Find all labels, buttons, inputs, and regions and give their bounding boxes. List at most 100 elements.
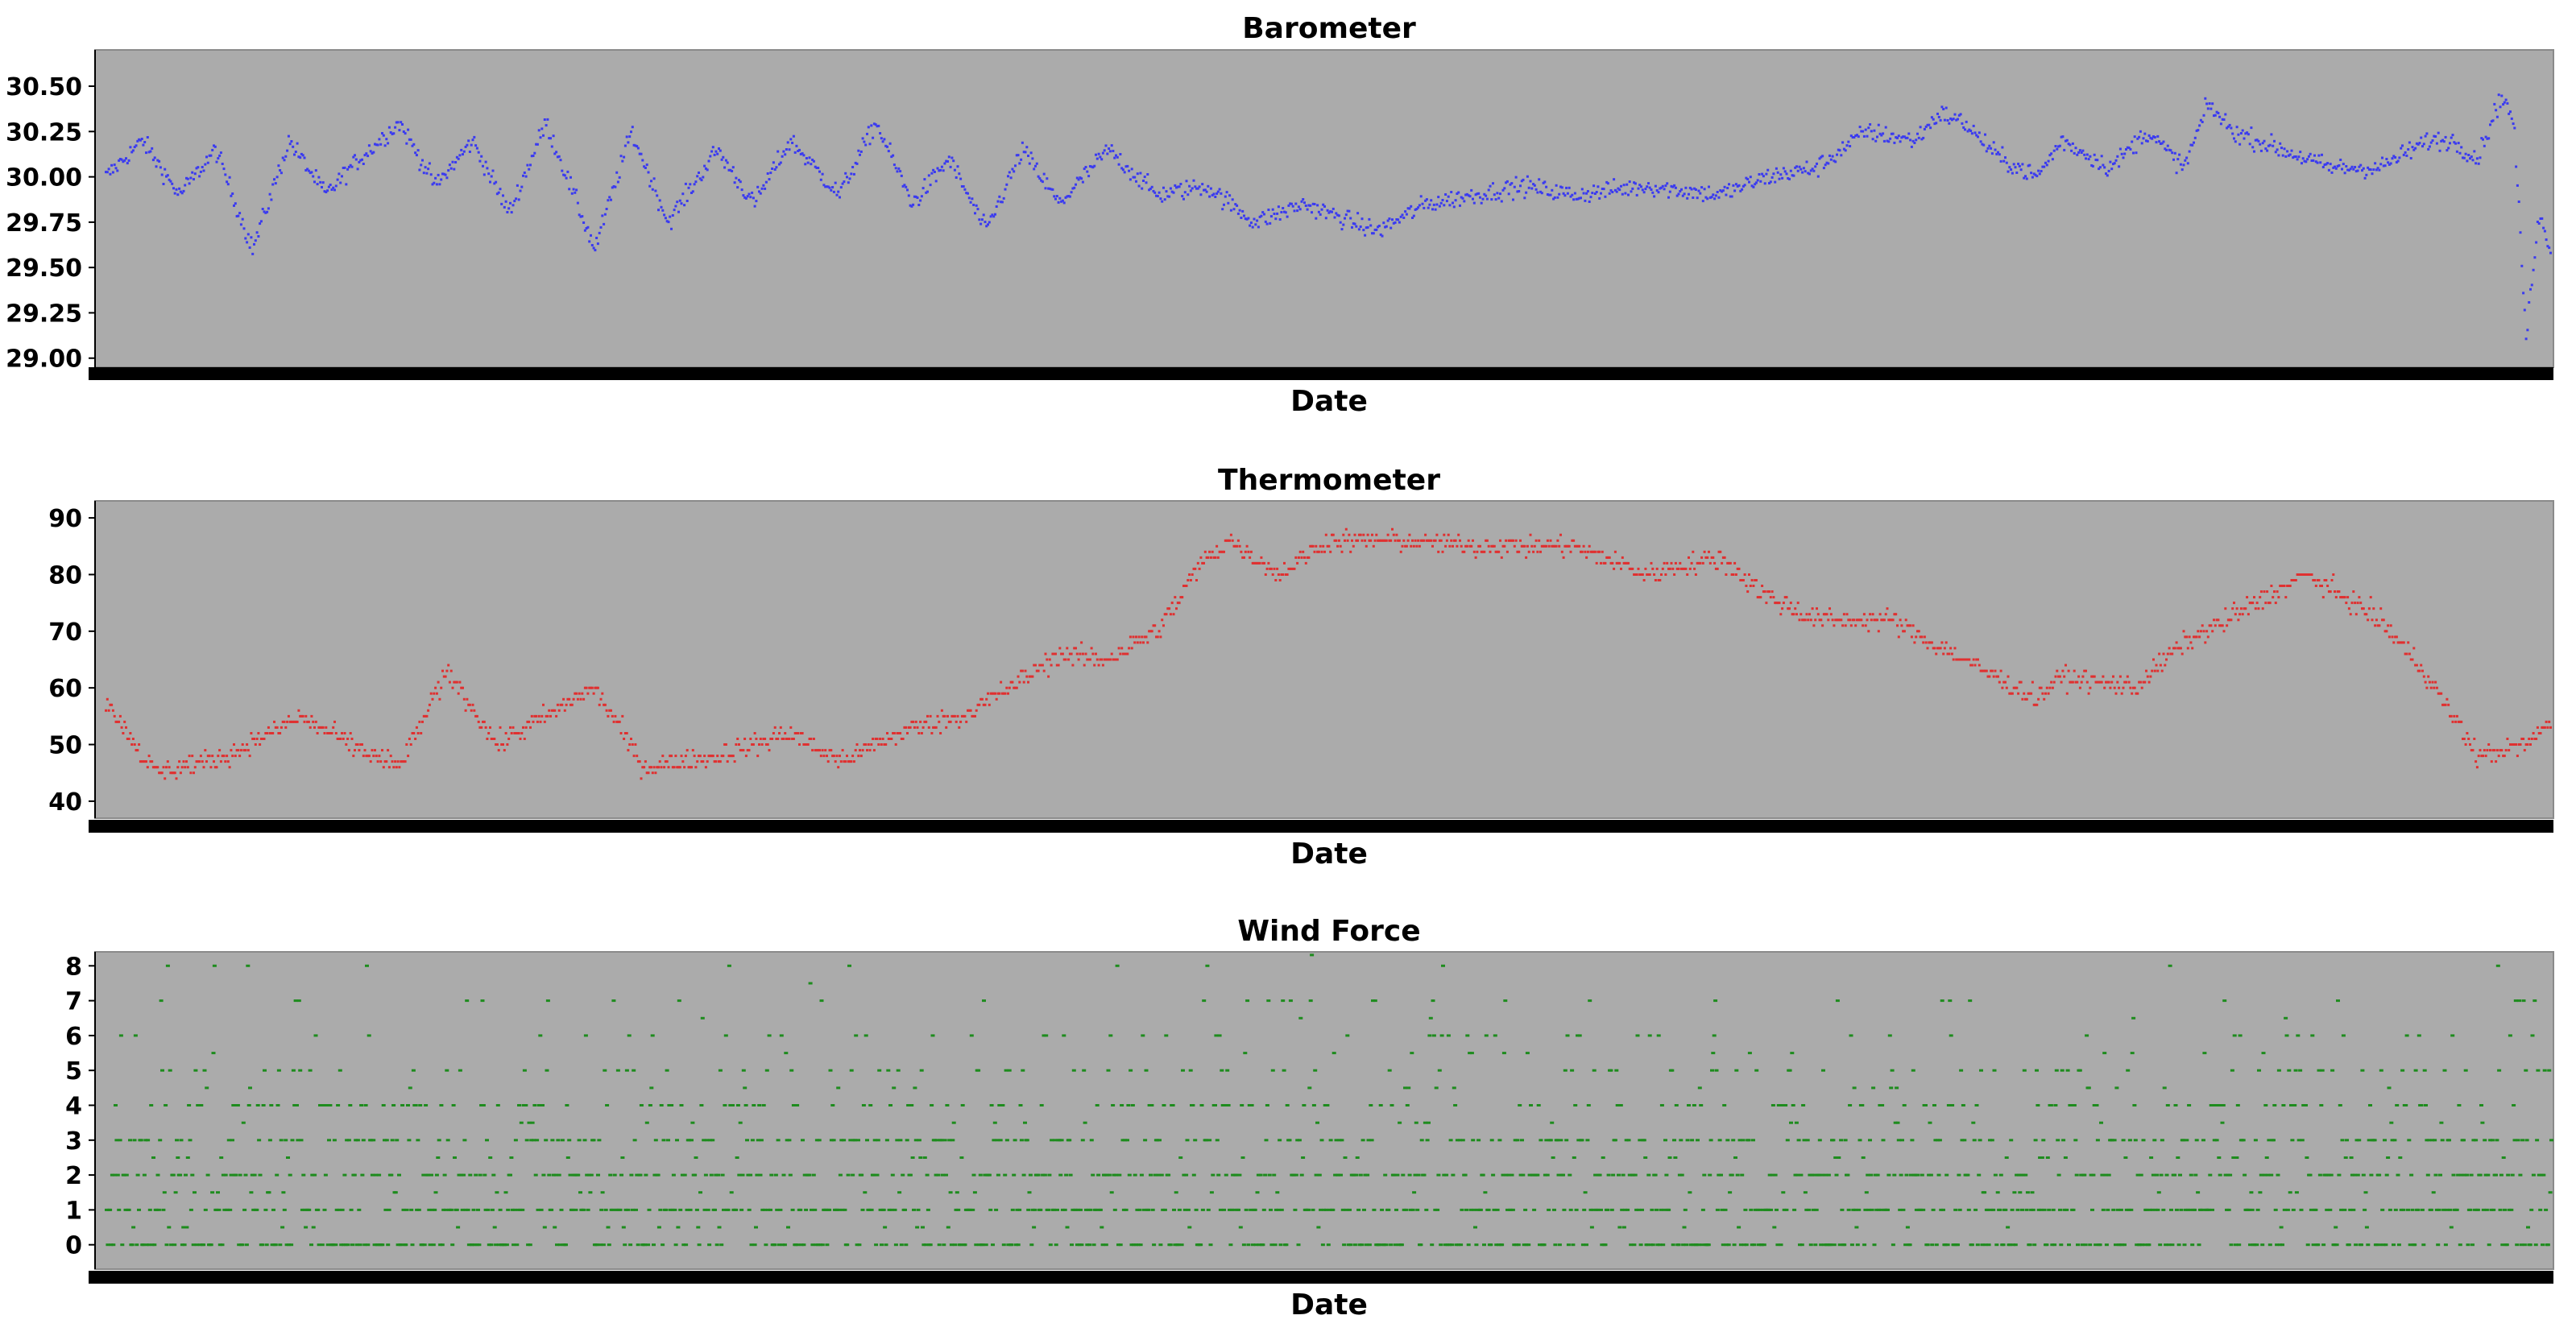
thermometer-data-point (1782, 602, 1785, 605)
barometer-data-point (2363, 176, 2367, 180)
wind-force-data-point (1574, 1208, 1579, 1211)
thermometer-data-point (2546, 726, 2549, 729)
barometer-data-point (1256, 219, 1259, 222)
wind-force-data-point (252, 1173, 257, 1177)
barometer-data-point (2102, 163, 2105, 167)
thermometer-data-point (651, 771, 654, 775)
wind-force-data-point (545, 1069, 549, 1072)
wind-force-data-point (1805, 1139, 1810, 1142)
thermometer-data-point (2030, 692, 2033, 695)
barometer-data-point (1132, 176, 1135, 179)
wind-force-data-point (549, 1208, 554, 1211)
wind-force-data-point (1688, 1191, 1692, 1194)
barometer-data-point (2008, 166, 2011, 169)
thermometer-data-point (2202, 630, 2205, 633)
thermometer-data-point (345, 743, 348, 746)
wind-force-data-point (1266, 999, 1271, 1003)
wind-force-data-point (1124, 1208, 1129, 1211)
thermometer-data-point (1474, 556, 1477, 559)
thermometer-data-point (1990, 669, 1994, 672)
wind-force-data-point (1784, 1208, 1789, 1211)
thermometer-data-point (1788, 607, 1791, 610)
barometer-data-point (2231, 132, 2234, 135)
barometer-data-point (1978, 131, 1981, 134)
thermometer-data-point (313, 726, 316, 729)
thermometer-data-point (2070, 680, 2073, 684)
barometer-data-point (1648, 186, 1651, 189)
barometer-data-point (2110, 168, 2114, 171)
barometer-data-point (1999, 159, 2002, 163)
barometer-data-point (1634, 182, 1637, 185)
barometer-data-point (1904, 136, 1907, 139)
wind-force-data-point (1229, 1208, 1234, 1211)
thermometer-data-point (2247, 613, 2250, 616)
wind-force-data-point (745, 1139, 749, 1142)
thermometer-data-point (744, 755, 748, 758)
barometer-data-point (268, 192, 271, 196)
thermometer-data-point (1470, 544, 1473, 548)
wind-force-data-point (1146, 1208, 1151, 1211)
thermometer-data-point (1097, 664, 1100, 667)
barometer-data-point (759, 192, 762, 195)
barometer-data-point (1249, 224, 1252, 227)
thermometer-data-point (396, 760, 400, 763)
thermometer-data-point (1600, 561, 1602, 565)
barometer-data-point (1957, 118, 1959, 121)
barometer-data-point (1108, 147, 1111, 150)
thermometer-data-point (1183, 585, 1187, 587)
barometer-data-point (2087, 158, 2090, 161)
thermometer-data-point (1249, 550, 1253, 553)
thermometer-data-point (493, 738, 496, 740)
thermometer-data-point (1331, 533, 1335, 536)
barometer-data-point (916, 196, 919, 199)
thermometer-data-point (704, 766, 707, 769)
thermometer-data-point (2321, 585, 2323, 587)
wind-force-data-point (709, 1173, 714, 1177)
thermometer-data-point (866, 749, 868, 752)
barometer-data-point (598, 231, 601, 234)
wind-force-data-point (707, 1243, 712, 1247)
barometer-data-point (797, 150, 800, 152)
wind-force-data-point (895, 1139, 900, 1142)
thermometer-data-point (1633, 573, 1636, 576)
wind-force-data-point (807, 1173, 812, 1177)
barometer-data-point (1543, 180, 1547, 184)
barometer-data-point (1170, 190, 1174, 193)
thermometer-data-point (1514, 539, 1518, 542)
wind-force-data-point (1208, 1243, 1213, 1247)
barometer-data-point (2495, 109, 2498, 112)
barometer-data-point (1851, 136, 1854, 139)
barometer-data-point (559, 159, 562, 162)
barometer-data-point (914, 195, 917, 198)
thermometer-data-point (275, 726, 279, 729)
wind-force-data-point (706, 1208, 710, 1211)
thermometer-data-point (669, 755, 672, 758)
thermometer-data-point (811, 749, 814, 752)
thermometer-data-point (264, 732, 267, 734)
barometer-data-point (2383, 164, 2387, 168)
barometer-data-point (1769, 180, 1772, 184)
barometer-data-point (333, 188, 336, 192)
wind-force-data-point (1687, 1104, 1691, 1106)
wind-force-data-point (210, 1191, 215, 1194)
thermometer-data-point (1585, 556, 1588, 559)
thermometer-data-point (2495, 749, 2499, 752)
barometer-data-point (376, 143, 379, 147)
thermometer-data-point (844, 760, 847, 763)
wind-force-data-point (1551, 1156, 1555, 1159)
thermometer-data-point (752, 743, 755, 746)
thermometer-data-point (255, 738, 259, 740)
wind-force-data-point (921, 1226, 925, 1229)
barometer-data-point (283, 159, 286, 162)
thermometer-data-point (1053, 652, 1056, 656)
barometer-data-point (1816, 162, 1818, 165)
thermometer-data-point (1172, 613, 1175, 616)
thermometer-data-point (468, 703, 471, 706)
barometer-data-point (2058, 144, 2061, 147)
barometer-data-point (555, 151, 558, 154)
wind-force-data-point (630, 1208, 635, 1211)
wind-force-data-point (629, 1173, 634, 1177)
barometer-data-point (1820, 155, 1823, 159)
thermometer-y-tick-label: 40 (48, 788, 82, 817)
barometer-data-point (2467, 154, 2470, 156)
